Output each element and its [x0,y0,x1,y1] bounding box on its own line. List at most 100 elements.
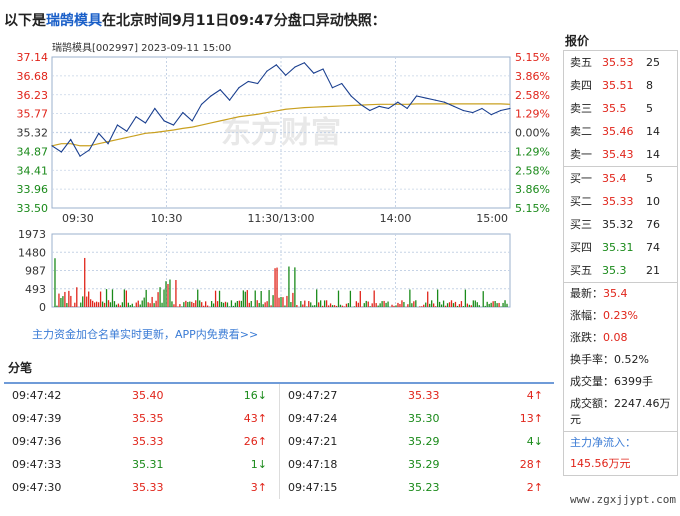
price-point [172,124,175,126]
tick-volume: 16↓ [243,389,267,402]
volume-tick-label: 1973 [18,228,46,241]
tick-time: 09:47:15 [288,481,338,494]
tick-row: 09:47:24 35.30 13↑ [280,407,555,430]
promo-link[interactable]: 主力资金加仓名单实时更新，APP内免费看>> [32,328,259,341]
price-point [200,103,203,105]
tick-time: 09:47:18 [288,458,338,471]
price-point [257,82,259,85]
ask-volume: 14 [646,125,660,138]
bid-price: 35.32 [602,218,634,231]
tick-time: 09:47:42 [12,389,62,402]
price-tick-label: 35.77 [17,108,49,121]
price-point [453,105,455,107]
price-point [462,109,464,112]
price-point [387,107,390,110]
bid-volume: 76 [646,218,660,231]
tick-time: 09:47:24 [288,412,338,425]
price-point [219,89,221,91]
ask-volume: 14 [646,148,660,161]
time-tick-label: 10:30 [151,212,183,225]
ask-row: 卖二 35.46 14 [564,120,677,143]
price-point [228,99,231,101]
pct-tick-label: 5.15% [515,51,550,64]
price-point [285,74,287,76]
ask-price: 35.53 [602,56,634,69]
tick-price: 35.33 [132,481,164,494]
tick-time: 09:47:21 [288,435,338,448]
bid-row: 买三 35.32 76 [564,213,677,236]
price-point [163,120,165,122]
tick-volume: 3↑ [250,481,267,494]
price-point [107,143,109,145]
price-point [434,99,436,101]
bid-row: 买四 35.31 74 [564,236,677,259]
price-point [247,80,249,83]
tick-price: 35.30 [408,412,440,425]
quote-stats: 最新：35.4 涨幅：0.23% 涨跌：0.08 换手率：0.52% 成交量：6… [563,282,678,476]
tick-price: 35.29 [408,458,440,471]
price-point [144,122,147,124]
price-point [60,151,62,153]
stat-chg-pct-value: 0.23% [603,309,638,322]
stat-chg-pct-label: 涨幅： [570,309,603,322]
price-point [116,124,119,126]
stat-flow-label[interactable]: 主力净流入： [570,436,636,449]
price-point [397,101,399,103]
headline-stock-link[interactable]: 瑞鹄模具 [46,13,102,29]
site-watermark: www.zgxjjypt.com [570,493,676,506]
tick-volume: 4↓ [526,435,543,448]
price-point [303,62,305,64]
tick-price: 35.33 [132,435,164,448]
price-point [341,82,343,85]
tick-price: 35.31 [132,458,164,471]
quote-title: 报价 [565,34,590,48]
tick-price: 35.33 [408,389,440,402]
tick-volume: 4↑ [526,389,543,402]
ask-volume: 8 [646,79,653,92]
time-tick-label: 15:00 [476,212,508,225]
bid-row: 买二 35.33 10 [564,190,677,213]
price-point [70,138,72,141]
stat-flow-value: 145.56万元 [570,457,631,470]
tick-row: 09:47:33 35.31 1↓ [4,453,279,476]
ask-price: 35.43 [602,148,634,161]
ask-name: 卖一 [570,148,592,161]
tick-time: 09:47:33 [12,458,62,471]
price-point [266,70,268,72]
tick-volume: 2↑ [526,481,543,494]
pct-tick-label: 3.86% [515,70,550,83]
price-tick-label: 36.23 [17,89,49,102]
ask-row: 卖五 35.53 25 [564,51,677,74]
stat-amount-label: 成交额： [570,397,614,410]
tick-row: 09:47:21 35.29 4↓ [280,430,555,453]
price-point [425,97,427,99]
ask-price: 35.51 [602,79,634,92]
tick-row: 09:47:42 35.40 16↓ [4,384,279,407]
price-point [154,107,156,110]
tick-price: 35.40 [132,389,164,402]
ask-name: 卖三 [570,102,592,115]
price-point [135,116,137,118]
price-point [191,120,193,122]
bid-volume: 74 [646,241,660,254]
price-tick-label: 34.87 [17,145,49,158]
price-point [350,95,352,97]
ask-name: 卖四 [570,79,592,92]
tick-volume: 26↑ [243,435,267,448]
time-tick-label: 09:30 [62,212,94,225]
fenbi-title: 分笔 [8,361,33,375]
price-point [443,101,446,103]
headline-suffix: 在北京时间9月11日09:47分盘口异动快照： [102,13,386,29]
tick-price: 35.29 [408,435,440,448]
tick-volume: 43↑ [243,412,267,425]
bid-name: 买二 [570,195,592,208]
tick-volume: 28↑ [519,458,543,471]
bid-row: 买一 35.4 5 [564,167,677,190]
tick-row: 09:47:27 35.33 4↑ [280,384,555,407]
price-point [210,95,212,97]
stat-latest-value: 35.4 [603,287,628,300]
price-point [126,130,128,132]
ask-row: 卖四 35.51 8 [564,74,677,97]
pct-tick-label: 2.58% [515,164,550,177]
